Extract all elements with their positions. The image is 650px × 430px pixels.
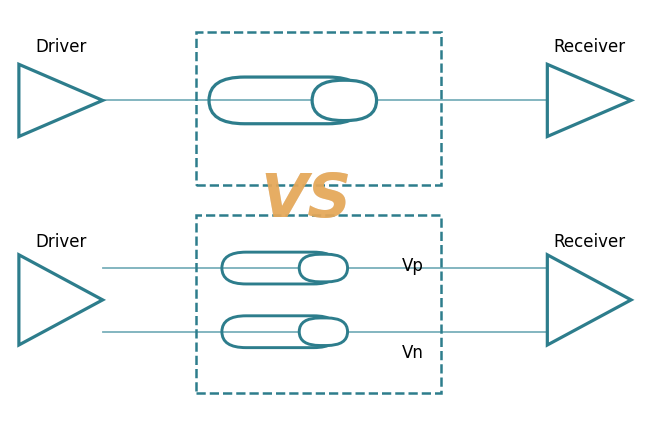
Bar (196, 215, 441, 393)
Text: Vp: Vp (402, 257, 424, 275)
FancyBboxPatch shape (299, 318, 348, 346)
Text: Receiver: Receiver (553, 38, 625, 56)
Text: Driver: Driver (35, 38, 86, 56)
Text: Driver: Driver (35, 233, 86, 251)
Text: VS: VS (260, 171, 351, 230)
Text: VS: VS (260, 171, 351, 230)
Text: Vn: Vn (402, 344, 424, 362)
FancyBboxPatch shape (299, 254, 348, 282)
Text: Receiver: Receiver (553, 233, 625, 251)
Bar (196, 33, 441, 185)
FancyBboxPatch shape (312, 80, 376, 120)
